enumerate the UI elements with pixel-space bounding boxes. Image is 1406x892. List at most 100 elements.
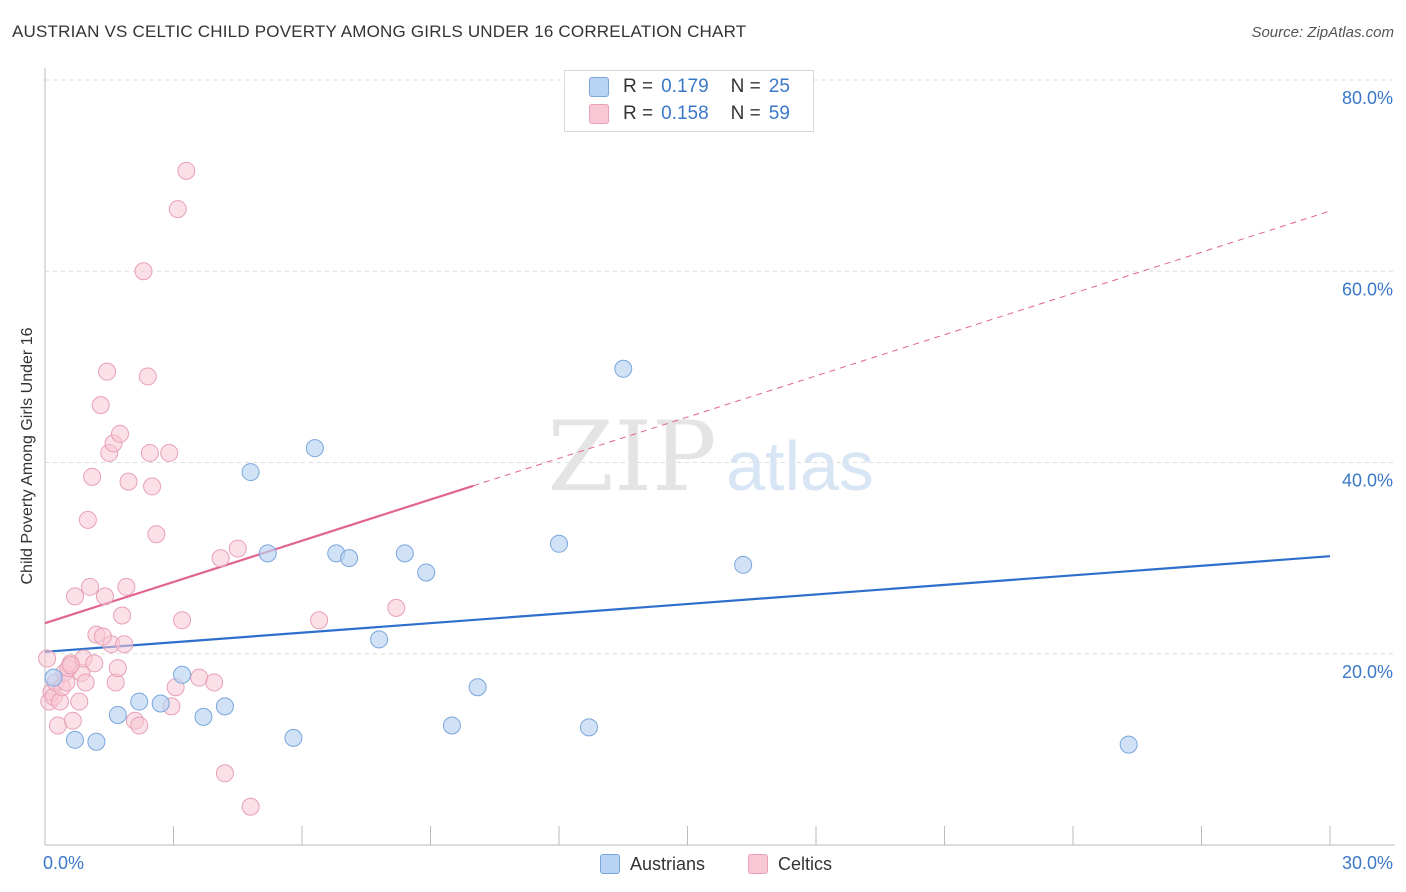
celtics-point [48, 716, 67, 735]
celtics-point [83, 467, 102, 486]
legend-r-label: R = [623, 76, 654, 97]
legend-row-austrians: R = 0.179 N = 25 [589, 75, 790, 99]
y-tick-label: 80.0% [1342, 88, 1393, 108]
austrians-point [241, 463, 260, 482]
x-tick-label-min: 0.0% [43, 853, 84, 873]
bottom-legend-austrians[interactable]: Austrians [600, 852, 705, 876]
celtics-point [134, 262, 153, 281]
austrians-point [87, 732, 106, 751]
celtics-point [95, 587, 114, 606]
y-tick-label: 60.0% [1342, 279, 1393, 299]
celtics-point [93, 627, 112, 646]
celtics-point [168, 200, 187, 219]
celtics-point [115, 635, 134, 654]
austrians-point [370, 630, 389, 649]
austrians-swatch [600, 854, 620, 874]
celtics-point [130, 716, 149, 735]
celtics-trend-extension [473, 210, 1331, 487]
celtics-point [147, 525, 166, 544]
austrians-point [108, 705, 127, 724]
austrians-point [417, 563, 436, 582]
austrians-point [173, 665, 192, 684]
celtics-point [80, 577, 99, 596]
grid-layer [45, 79, 1395, 655]
celtics-point [65, 587, 84, 606]
austrians-point [468, 678, 487, 697]
austrians-point [258, 544, 277, 563]
celtics-point [177, 161, 196, 180]
celtics-point [61, 656, 80, 675]
y-tick-label: 20.0% [1342, 662, 1393, 682]
celtics-point [241, 797, 260, 816]
bottom-legend-celtics-label: Celtics [778, 853, 833, 874]
celtics-point [215, 764, 234, 783]
austrians-point [65, 730, 84, 749]
celtics-point [211, 549, 230, 568]
celtics-point [38, 649, 57, 668]
legend-n-label: N = [730, 103, 761, 124]
celtics-point [78, 510, 97, 529]
austrians-point [442, 716, 461, 735]
legend-n-value: 25 [768, 76, 790, 97]
watermark-atlas: atlas [726, 427, 874, 505]
legend-r-label: R = [623, 103, 654, 124]
watermark-zip: ZIP [547, 401, 716, 513]
celtics-point [63, 711, 82, 730]
austrians-trend-line [44, 555, 1331, 653]
legend-n-value: 59 [768, 103, 790, 124]
austrians-point [734, 555, 753, 574]
celtics-point [143, 477, 162, 496]
celtics-point [119, 472, 138, 491]
celtics-point [98, 362, 117, 381]
austrians-point [284, 728, 303, 747]
legend-row-celtics: R = 0.158 N = 59 [589, 102, 790, 126]
celtics-point [387, 598, 406, 617]
axis-layer [44, 68, 1395, 846]
celtics-point [228, 539, 247, 558]
celtics-point [110, 424, 129, 443]
celtics-point [205, 673, 224, 692]
celtics-swatch [748, 854, 768, 874]
austrians-point [130, 692, 149, 711]
celtics-point [140, 443, 159, 462]
austrians-point [215, 697, 234, 716]
points-layer [38, 161, 1138, 816]
legend-r-value: 0.179 [661, 76, 709, 97]
celtics-point [310, 611, 329, 630]
tick-label-layer: 20.0% 40.0% 60.0% 80.0% 0.0% 30.0% [43, 88, 1393, 873]
austrians-point [194, 707, 213, 726]
austrians-point [44, 668, 63, 687]
celtics-point [76, 673, 95, 692]
x-tick-label-max: 30.0% [1342, 853, 1393, 873]
austrians-point [550, 534, 568, 553]
celtics-point [190, 668, 209, 687]
austrians-point [1119, 735, 1138, 754]
celtics-point [113, 606, 132, 625]
celtics-swatch [589, 104, 609, 124]
austrians-point [151, 694, 170, 713]
celtics-point [173, 611, 192, 630]
legend: R = 0.179 N = 25 R = 0.158 N = 59 [564, 70, 814, 132]
austrians-point [579, 718, 598, 737]
legend-r-value: 0.158 [661, 103, 709, 124]
bottom-legend-celtics[interactable]: Celtics [748, 852, 832, 876]
celtics-point [108, 659, 127, 678]
watermark: ZIP atlas [547, 401, 874, 513]
celtics-point [117, 577, 136, 596]
chart-title: AUSTRIAN VS CELTIC CHILD POVERTY AMONG G… [12, 22, 747, 41]
celtics-point [85, 654, 104, 673]
austrians-point [395, 544, 414, 563]
y-tick-label: 40.0% [1342, 471, 1393, 491]
celtics-point [70, 692, 89, 711]
austrians-swatch [589, 77, 609, 97]
celtics-point [91, 396, 110, 415]
austrians-point [305, 439, 324, 458]
bottom-legend-austrians-label: Austrians [630, 853, 706, 874]
source-label: Source: ZipAtlas.com [1251, 24, 1394, 41]
austrians-point [614, 359, 633, 378]
celtics-point [138, 367, 157, 386]
celtics-point [160, 443, 179, 462]
legend-n-label: N = [730, 76, 761, 97]
austrians-point [340, 549, 359, 568]
